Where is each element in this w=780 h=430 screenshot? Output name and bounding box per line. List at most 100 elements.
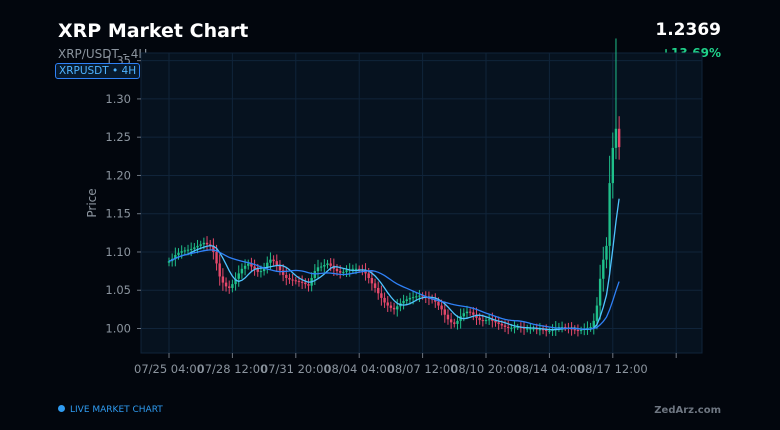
pair-subtitle: XRP/USDT - 4H <box>58 47 148 61</box>
ma-slow-line <box>168 249 620 330</box>
candle-body <box>345 270 348 272</box>
candle-body <box>370 278 374 284</box>
candle-body <box>373 283 377 288</box>
candle-body <box>500 323 504 326</box>
candle-body <box>389 305 393 308</box>
candle-body <box>272 259 275 262</box>
x-tick-label: 07/28 12:00 <box>197 362 267 376</box>
candle-body <box>506 326 510 328</box>
candle-body <box>545 330 548 332</box>
candle-body <box>405 299 408 301</box>
candle-body <box>205 242 209 245</box>
candle-body <box>541 329 545 331</box>
candle-body <box>193 247 196 249</box>
candle-body <box>189 248 193 250</box>
candle-body <box>437 301 440 306</box>
candle-body <box>503 325 507 327</box>
x-tick-label: 08/04 04:00 <box>324 362 394 376</box>
candle-body <box>449 319 453 323</box>
candle-body <box>253 266 256 269</box>
y-tick-label: 1.25 <box>105 130 131 144</box>
candle-body <box>446 314 450 320</box>
candle-body <box>396 306 399 310</box>
candle-body <box>297 281 301 283</box>
candle-body <box>358 268 361 270</box>
candle-body <box>326 263 329 265</box>
candle-body <box>516 326 519 328</box>
candle-body <box>592 320 595 327</box>
candle-body <box>475 314 478 318</box>
candle-body <box>329 263 332 266</box>
candle-body <box>478 317 481 321</box>
candle-body <box>291 279 294 281</box>
candle-body <box>573 329 576 331</box>
y-tick-label: 1.05 <box>105 283 131 297</box>
candle-body <box>177 252 180 256</box>
candle-body <box>266 262 269 268</box>
candle-body <box>602 259 605 279</box>
candle-body <box>323 264 326 267</box>
candle-body <box>319 266 323 268</box>
chart-title: XRP Market Chart <box>58 20 249 42</box>
candle-body <box>443 309 446 315</box>
candle-body <box>548 330 551 332</box>
candle-body <box>421 295 424 297</box>
candle-body <box>285 274 288 278</box>
plot-area <box>140 52 703 354</box>
candle-body <box>440 305 443 310</box>
candle-body <box>243 265 247 269</box>
candle-body <box>234 278 237 285</box>
candle-body <box>342 271 345 273</box>
candle-body <box>392 307 396 310</box>
x-tick-label: 08/07 12:00 <box>388 362 458 376</box>
candle-body <box>484 320 488 322</box>
candle-body <box>386 302 389 306</box>
y-tick-label: 1.15 <box>105 207 131 221</box>
candle-body <box>367 273 370 278</box>
candle-body <box>434 299 437 302</box>
candle-body <box>462 313 466 317</box>
candle-body <box>231 284 234 288</box>
candle-body <box>221 276 225 283</box>
live-label: LIVE MARKET CHART <box>70 405 163 415</box>
candle-body <box>491 319 494 321</box>
candle-body <box>199 244 202 246</box>
candle-body <box>167 261 171 263</box>
candle-body <box>522 327 526 329</box>
symbol-interval-badge[interactable]: XRPUSDT • 4H <box>55 63 141 79</box>
candle-body <box>472 312 475 315</box>
candle-body <box>281 270 285 275</box>
current-price: 1.2369 <box>655 20 721 40</box>
candle-body <box>300 281 304 283</box>
candle-body <box>278 264 282 271</box>
candle-body <box>247 263 250 266</box>
candle-body <box>468 311 472 313</box>
candle-body <box>237 273 240 279</box>
y-tick-label: 1.00 <box>105 322 131 336</box>
candle-body <box>240 268 244 274</box>
candle-body <box>564 326 567 328</box>
candle-body <box>494 320 497 323</box>
y-axis-label: Price <box>85 188 99 217</box>
candle-body <box>487 319 491 321</box>
candle-body <box>529 328 532 330</box>
candle-body <box>598 278 602 306</box>
candle-body <box>262 267 266 272</box>
candle-body <box>510 327 513 329</box>
candle-body <box>218 263 221 277</box>
candle-body <box>538 329 542 331</box>
candle-body <box>513 326 516 328</box>
candle-body <box>377 287 380 294</box>
candle-body <box>202 242 206 245</box>
x-tick-label: 08/14 04:00 <box>514 362 584 376</box>
candle-body <box>579 330 583 332</box>
candle-body <box>224 282 228 287</box>
candle-body <box>497 322 500 324</box>
candle-body <box>269 259 272 263</box>
candle-body <box>228 286 231 288</box>
candle-body <box>180 251 183 253</box>
candle-body <box>402 300 405 304</box>
candle-body <box>589 326 592 328</box>
candle-body <box>307 284 310 286</box>
